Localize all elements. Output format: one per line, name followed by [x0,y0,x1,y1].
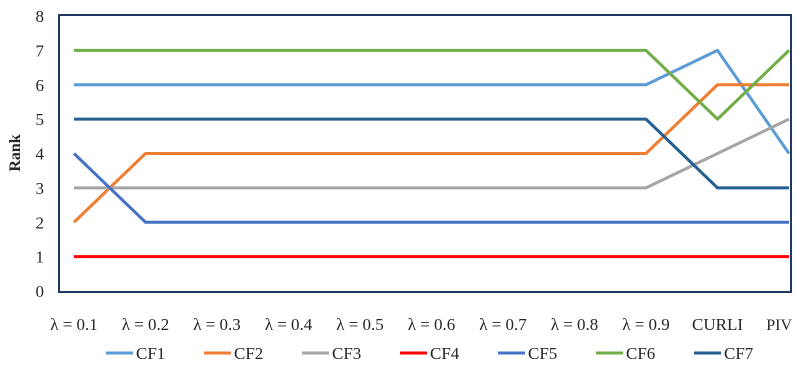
y-tick-label: 5 [36,110,45,129]
legend-item: CF2 [204,344,263,363]
x-tick-label: λ = 0.5 [336,315,384,334]
legend-item: CF4 [400,344,460,363]
legend-label: CF2 [234,344,263,363]
y-tick-label: 4 [36,145,45,164]
series-line-cf2 [72,83,789,224]
y-tick-label: 3 [36,179,45,198]
x-tick-label: λ = 0.4 [265,315,313,334]
x-tick-label: λ = 0.2 [122,315,170,334]
legend-item: CF7 [694,344,754,363]
y-tick-label: 1 [36,248,45,267]
legend-label: CF4 [430,344,460,363]
legend-item: CF3 [302,344,361,363]
x-tick-label: λ = 0.6 [408,315,456,334]
series-line-cf3 [74,117,790,190]
x-tick-label: λ = 0.8 [551,315,599,334]
x-axis-ticks: λ = 0.1 λ = 0.2 λ = 0.3 λ = 0.4 λ = 0.5 λ = 0… [50,315,792,334]
y-tick-label: 2 [36,213,45,232]
plot-area-border [58,14,792,293]
legend: CF1 CF2 CF3 CF4 CF5 CF6 CF7 [106,344,754,363]
legend-label: CF1 [136,344,165,363]
series-lines [72,48,791,259]
x-tick-label: PIV [766,317,792,334]
y-tick-label: 0 [36,282,45,301]
x-tick-label: λ = 0.3 [193,315,241,334]
legend-label: CF5 [528,344,557,363]
x-tick-label: CURLI [692,315,743,334]
x-tick-label: λ = 0.9 [622,315,670,334]
series-line-cf7 [74,117,789,190]
y-tick-label: 6 [36,76,45,95]
legend-label: CF3 [332,344,361,363]
y-axis-ticks: 0 1 2 3 4 5 6 7 8 [36,7,45,301]
x-tick-label: λ = 0.7 [479,315,527,334]
legend-item: CF5 [498,344,557,363]
legend-item: CF6 [596,344,655,363]
series-line-cf6 [74,48,791,121]
series-line-cf1 [74,48,791,155]
y-tick-label: 8 [36,7,45,26]
y-tick-label: 7 [36,41,45,60]
legend-label: CF7 [724,344,754,363]
legend-item: CF1 [106,344,165,363]
legend-label: CF6 [626,344,655,363]
y-axis-title: Rank [7,134,24,171]
x-tick-label: λ = 0.1 [50,315,98,334]
series-line-cf5 [72,152,789,224]
